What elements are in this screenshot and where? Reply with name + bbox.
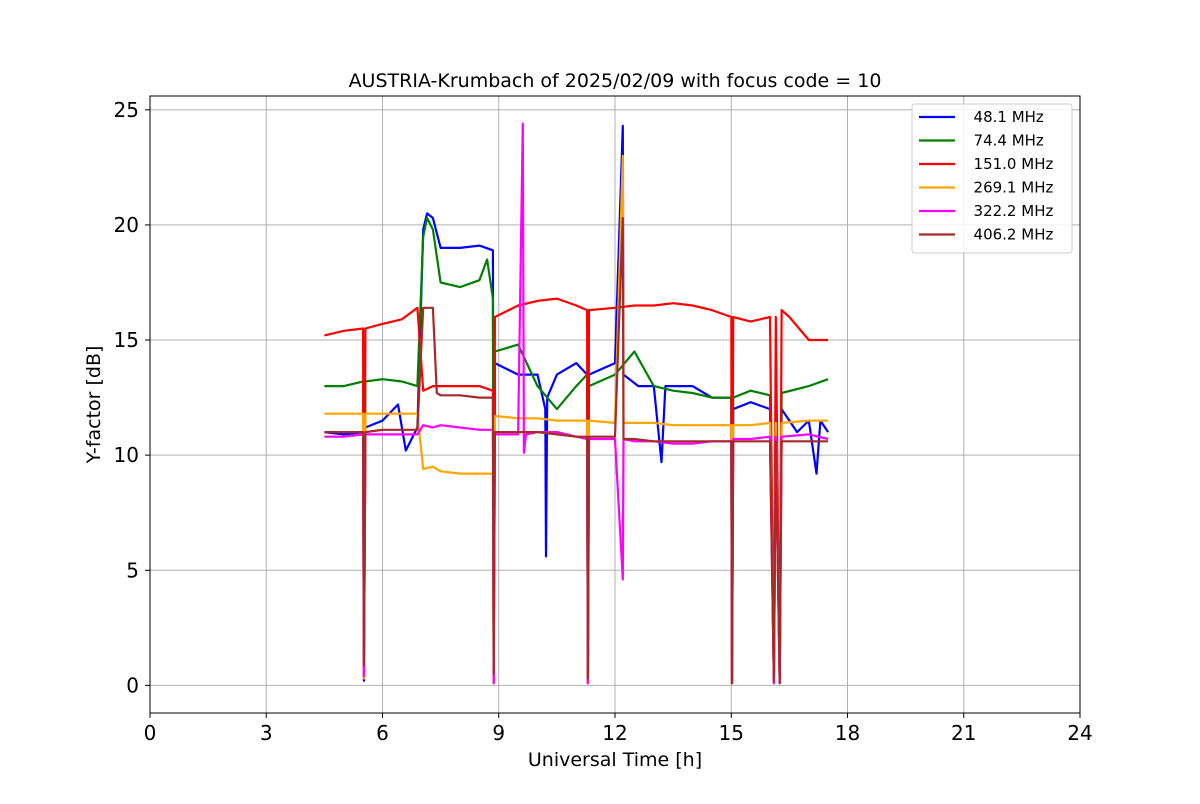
legend-label: 322.2 MHz [964, 202, 1053, 220]
x-tick-label: 15 [719, 721, 744, 745]
legend-label: 74.4 MHz [964, 132, 1044, 150]
y-tick-label: 20 [114, 213, 139, 237]
y-tick-label: 5 [126, 558, 139, 582]
series-lines [324, 122, 830, 685]
x-tick-label: 0 [144, 721, 157, 745]
x-axis-label: Universal Time [h] [528, 749, 702, 771]
axis-ticks: 0 3 6 9 12 15 18 21 24 0 5 10 15 20 25 [114, 98, 1093, 745]
x-tick-label: 12 [602, 721, 627, 745]
legend: 48.1 MHz 74.4 MHz 151.0 MHz 269.1 MHz 32… [911, 103, 1073, 254]
x-tick-label: 3 [260, 721, 273, 745]
y-axis-label: Y-factor [dB] [83, 346, 105, 465]
legend-label: 269.1 MHz [964, 179, 1053, 197]
x-tick-label: 6 [376, 721, 389, 745]
legend-label: 151.0 MHz [964, 155, 1053, 173]
x-tick-label: 9 [492, 721, 505, 745]
y-tick-label: 25 [114, 98, 139, 122]
chart-title: AUSTRIA-Krumbach of 2025/02/09 with focu… [349, 70, 882, 92]
series-line-406-2-mhz [324, 216, 829, 685]
series-line-74-4-mhz [324, 216, 829, 685]
legend-label: 48.1 MHz [964, 108, 1044, 126]
legend-label: 406.2 MHz [964, 226, 1053, 244]
x-tick-label: 18 [835, 721, 860, 745]
y-tick-label: 0 [126, 673, 139, 697]
y-tick-label: 15 [114, 328, 139, 352]
x-tick-label: 21 [951, 721, 976, 745]
y-tick-label: 10 [114, 443, 139, 467]
x-tick-label: 24 [1067, 721, 1092, 745]
